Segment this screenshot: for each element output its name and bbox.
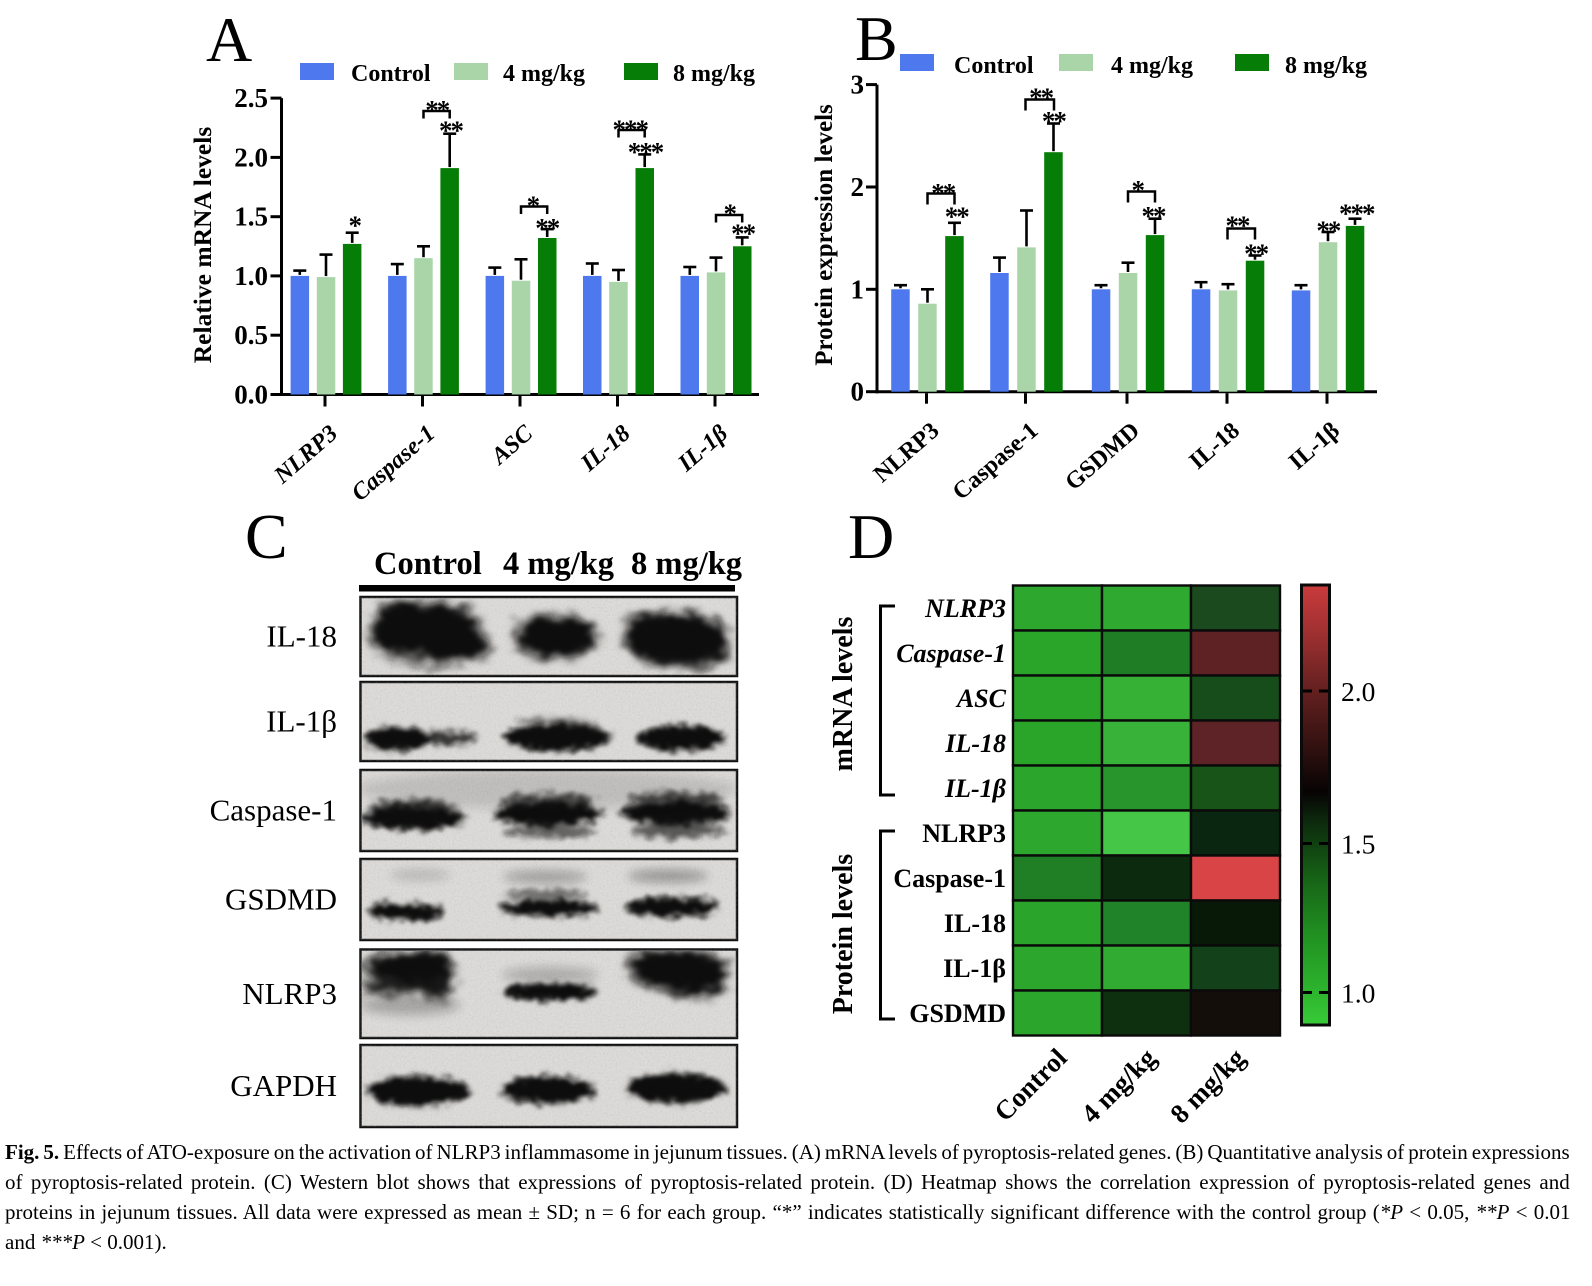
svg-text:ASC: ASC xyxy=(955,684,1007,713)
svg-text:IL-18: IL-18 xyxy=(944,909,1006,938)
svg-text:Protein expression levels: Protein expression levels xyxy=(811,104,838,366)
svg-text:Control: Control xyxy=(374,546,482,582)
svg-text:IL-1β: IL-1β xyxy=(673,420,734,478)
svg-text:**: ** xyxy=(535,213,560,243)
svg-text:D: D xyxy=(848,501,894,572)
svg-text:Protein levels: Protein levels xyxy=(828,854,859,1015)
svg-text:**: ** xyxy=(1244,239,1269,269)
svg-text:**: ** xyxy=(1142,201,1167,231)
svg-text:8 mg/kg: 8 mg/kg xyxy=(1164,1042,1251,1129)
svg-text:Caspase-1: Caspase-1 xyxy=(893,864,1006,893)
svg-text:**: ** xyxy=(425,95,450,125)
svg-text:IL-18: IL-18 xyxy=(1185,418,1245,475)
svg-text:2.0: 2.0 xyxy=(1341,676,1375,707)
svg-text:IL-1β: IL-1β xyxy=(944,774,1007,803)
svg-text:GSDMD: GSDMD xyxy=(225,882,337,917)
svg-text:Control: Control xyxy=(954,53,1034,79)
svg-text:Relative mRNA levels: Relative mRNA levels xyxy=(188,127,217,364)
svg-text:**: ** xyxy=(1226,211,1251,241)
svg-text:8 mg/kg: 8 mg/kg xyxy=(631,546,742,582)
svg-text:IL-1β: IL-1β xyxy=(1284,418,1345,476)
svg-text:0: 0 xyxy=(851,377,865,407)
svg-text:NLRP3: NLRP3 xyxy=(924,594,1006,623)
svg-text:IL-1β: IL-1β xyxy=(266,704,337,739)
svg-text:B: B xyxy=(855,3,898,74)
svg-text:NLRP3: NLRP3 xyxy=(242,976,337,1011)
svg-text:**: ** xyxy=(1042,106,1067,136)
svg-text:Caspase-1: Caspase-1 xyxy=(347,420,441,506)
svg-text:NLRP3: NLRP3 xyxy=(269,420,343,489)
svg-text:**: ** xyxy=(945,201,970,231)
svg-text:GSDMD: GSDMD xyxy=(909,999,1006,1028)
svg-text:Caspase-1: Caspase-1 xyxy=(896,639,1006,668)
svg-text:2: 2 xyxy=(851,172,865,202)
svg-text:IL-1β: IL-1β xyxy=(943,954,1006,983)
svg-text:A: A xyxy=(206,4,252,75)
svg-text:NLRP3: NLRP3 xyxy=(869,418,944,488)
svg-text:**: ** xyxy=(1029,83,1054,113)
svg-text:0.0: 0.0 xyxy=(234,380,268,410)
svg-text:*: * xyxy=(527,191,540,221)
svg-text:**: ** xyxy=(931,178,956,208)
svg-text:Control: Control xyxy=(988,1042,1073,1127)
svg-text:***: *** xyxy=(1339,199,1375,229)
svg-text:1.5: 1.5 xyxy=(1341,829,1375,860)
svg-text:NLRP3: NLRP3 xyxy=(922,819,1006,848)
svg-text:C: C xyxy=(245,501,288,572)
svg-text:***: *** xyxy=(612,114,648,144)
svg-text:GSDMD: GSDMD xyxy=(1060,418,1144,496)
svg-text:1.0: 1.0 xyxy=(234,261,268,291)
svg-text:0.5: 0.5 xyxy=(234,320,268,350)
svg-text:Caspase-1: Caspase-1 xyxy=(210,793,337,828)
svg-text:***: *** xyxy=(628,137,664,167)
svg-text:Caspase-1: Caspase-1 xyxy=(948,418,1044,506)
svg-text:8 mg/kg: 8 mg/kg xyxy=(673,61,755,87)
svg-text:mRNA levels: mRNA levels xyxy=(828,617,859,772)
svg-text:8 mg/kg: 8 mg/kg xyxy=(1285,53,1367,79)
svg-text:1.5: 1.5 xyxy=(234,202,268,232)
svg-text:GAPDH: GAPDH xyxy=(230,1068,337,1103)
svg-text:Control: Control xyxy=(351,61,431,87)
svg-text:**: ** xyxy=(1316,215,1341,245)
svg-text:1.0: 1.0 xyxy=(1341,978,1375,1009)
svg-text:2.0: 2.0 xyxy=(234,142,268,172)
svg-text:*: * xyxy=(1131,175,1144,205)
svg-text:IL-18: IL-18 xyxy=(944,729,1006,758)
svg-text:IL-18: IL-18 xyxy=(575,420,635,477)
svg-text:4 mg/kg: 4 mg/kg xyxy=(1111,53,1193,79)
svg-text:**: ** xyxy=(439,116,464,146)
svg-text:IL-18: IL-18 xyxy=(266,619,337,654)
svg-text:1: 1 xyxy=(851,274,865,304)
svg-text:*: * xyxy=(349,211,362,241)
svg-text:*: * xyxy=(724,199,737,229)
svg-text:3: 3 xyxy=(851,70,865,100)
svg-text:4 mg/kg: 4 mg/kg xyxy=(503,546,614,582)
svg-text:ASC: ASC xyxy=(485,420,539,471)
svg-text:2.5: 2.5 xyxy=(234,83,268,113)
svg-text:4 mg/kg: 4 mg/kg xyxy=(1075,1042,1162,1129)
svg-text:**: ** xyxy=(731,218,756,248)
svg-text:4 mg/kg: 4 mg/kg xyxy=(503,61,585,87)
